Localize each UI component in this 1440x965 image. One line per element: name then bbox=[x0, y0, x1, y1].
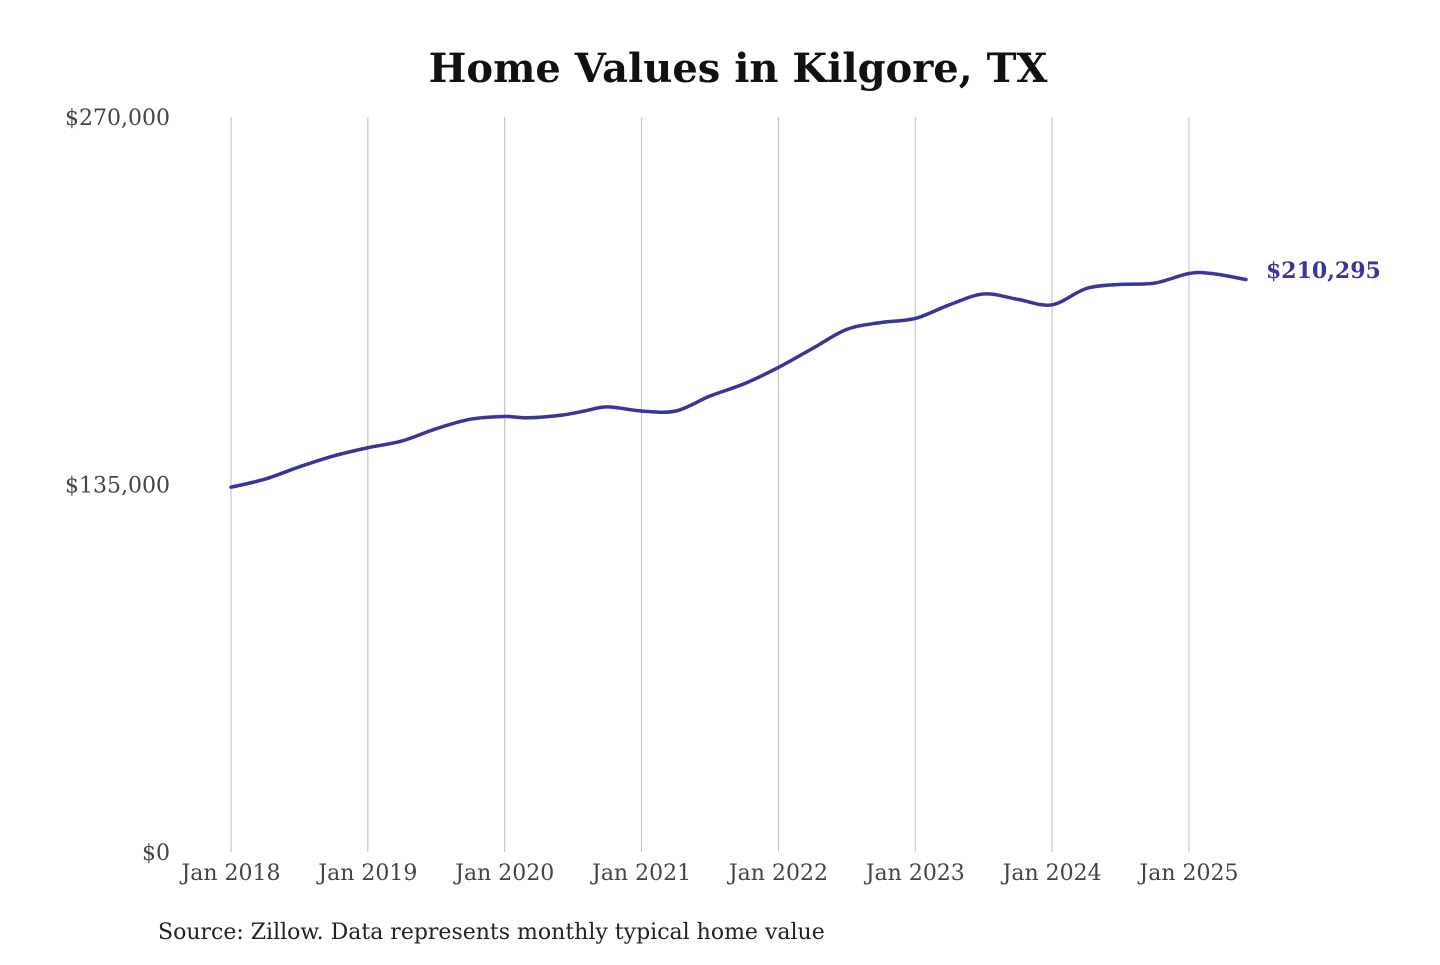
x-tick-label: Jan 2018 bbox=[179, 861, 280, 886]
chart-title: Home Values in Kilgore, TX bbox=[429, 45, 1048, 92]
x-tick-label: Jan 2019 bbox=[316, 861, 417, 886]
y-axis-tick-labels: $0 $135,000 $270,000 bbox=[65, 106, 170, 866]
x-tick-label: Jan 2020 bbox=[453, 861, 554, 886]
last-value-label: $210,295 bbox=[1266, 258, 1381, 284]
x-tick-label: Jan 2022 bbox=[727, 861, 828, 886]
y-tick-label: $135,000 bbox=[65, 474, 170, 499]
series-layer bbox=[229, 270, 1248, 489]
x-tick-label: Jan 2021 bbox=[590, 861, 691, 886]
y-tick-label: $270,000 bbox=[65, 106, 170, 131]
source-note: Source: Zillow. Data represents monthly … bbox=[158, 920, 825, 945]
gridlines bbox=[230, 117, 1190, 852]
x-axis-tick-labels: Jan 2018 Jan 2019 Jan 2020 Jan 2021 Jan 2022… bbox=[179, 861, 1238, 886]
x-tick-label: Jan 2024 bbox=[1001, 861, 1102, 886]
x-tick-label: Jan 2025 bbox=[1137, 861, 1238, 886]
home-value-line bbox=[229, 270, 1248, 489]
x-tick-label: Jan 2023 bbox=[864, 861, 965, 886]
y-tick-label: $0 bbox=[142, 841, 170, 866]
